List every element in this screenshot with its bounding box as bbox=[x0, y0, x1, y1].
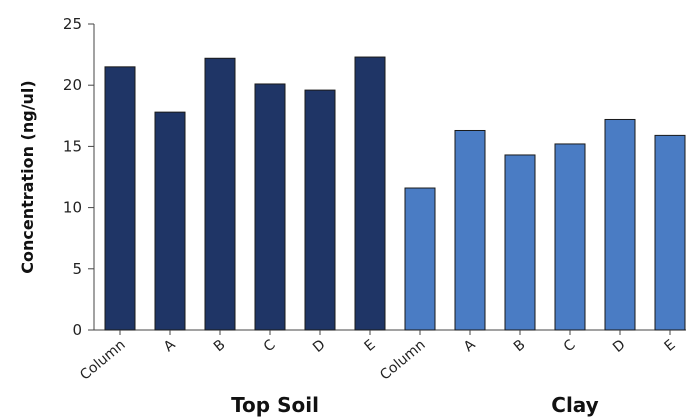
group-label: Clay bbox=[551, 393, 598, 417]
bar bbox=[404, 187, 436, 331]
x-tick-label: B bbox=[511, 337, 529, 355]
y-tick-label: 0 bbox=[72, 321, 82, 339]
group-label: Top Soil bbox=[231, 393, 319, 417]
x-tick-label: C bbox=[261, 337, 279, 356]
x-tick-label: C bbox=[561, 337, 579, 356]
x-tick-label: Column bbox=[377, 337, 428, 384]
y-axis-title: Concentration (ng/ul) bbox=[18, 80, 37, 273]
bar bbox=[354, 56, 386, 331]
y-tick-label: 25 bbox=[63, 15, 82, 33]
x-tick-label: A bbox=[461, 337, 479, 356]
x-tick-label: A bbox=[161, 337, 179, 356]
x-tick-label: D bbox=[310, 337, 329, 356]
x-tick-label: D bbox=[610, 337, 629, 356]
x-tick-label: B bbox=[211, 337, 229, 355]
y-tick-label: 15 bbox=[63, 137, 82, 155]
bar bbox=[154, 111, 186, 331]
bar bbox=[604, 118, 636, 331]
bar bbox=[254, 83, 286, 331]
bar bbox=[454, 129, 486, 331]
bars bbox=[104, 56, 686, 331]
x-tick-label: E bbox=[661, 337, 678, 355]
x-tick-label: E bbox=[361, 337, 378, 355]
bar bbox=[504, 154, 536, 331]
y-tick-label: 5 bbox=[72, 260, 82, 278]
bar bbox=[304, 89, 336, 331]
bar bbox=[654, 134, 686, 331]
bar bbox=[104, 66, 136, 331]
y-axis-ticks: 0 5 10 15 20 25 bbox=[63, 15, 94, 339]
bar bbox=[554, 143, 586, 331]
x-tick-label: Column bbox=[77, 337, 128, 384]
y-tick-label: 10 bbox=[63, 199, 82, 217]
bar bbox=[204, 57, 236, 331]
group-labels: Top Soil Clay bbox=[231, 393, 599, 417]
y-tick-label: 20 bbox=[63, 76, 82, 94]
